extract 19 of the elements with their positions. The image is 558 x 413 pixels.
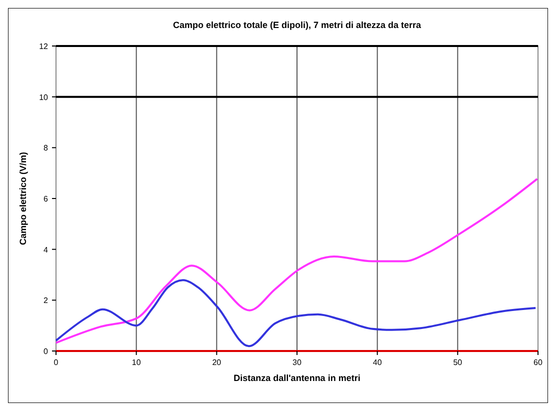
x-tick-label: 0: [54, 358, 59, 367]
x-axis-title: Distanza dall'antenna in metri: [234, 373, 360, 383]
x-tick-label: 10: [132, 358, 142, 367]
x-tick-label: 50: [453, 358, 463, 367]
y-tick-label: 12: [39, 42, 49, 51]
y-tick-label: 10: [39, 92, 49, 102]
x-tick-label: 30: [292, 358, 302, 367]
x-tick-label: 60: [534, 358, 543, 367]
y-tick-label: 4: [44, 245, 49, 254]
line-series: [55, 279, 537, 348]
line-series: [55, 178, 538, 344]
x-tick-label: 20: [212, 358, 222, 367]
x-tick-label: 40: [372, 358, 382, 367]
y-tick-label: 8: [44, 144, 49, 153]
chart-title: Campo elettrico totale (E dipoli), 7 metri di altezza da terra: [172, 20, 422, 30]
y-tick-label: 6: [44, 194, 49, 204]
y-axis-title: Campo elettrico (V/m): [18, 152, 28, 246]
y-tick-label: 2: [44, 296, 49, 306]
y-tick-label: 0: [44, 347, 49, 356]
